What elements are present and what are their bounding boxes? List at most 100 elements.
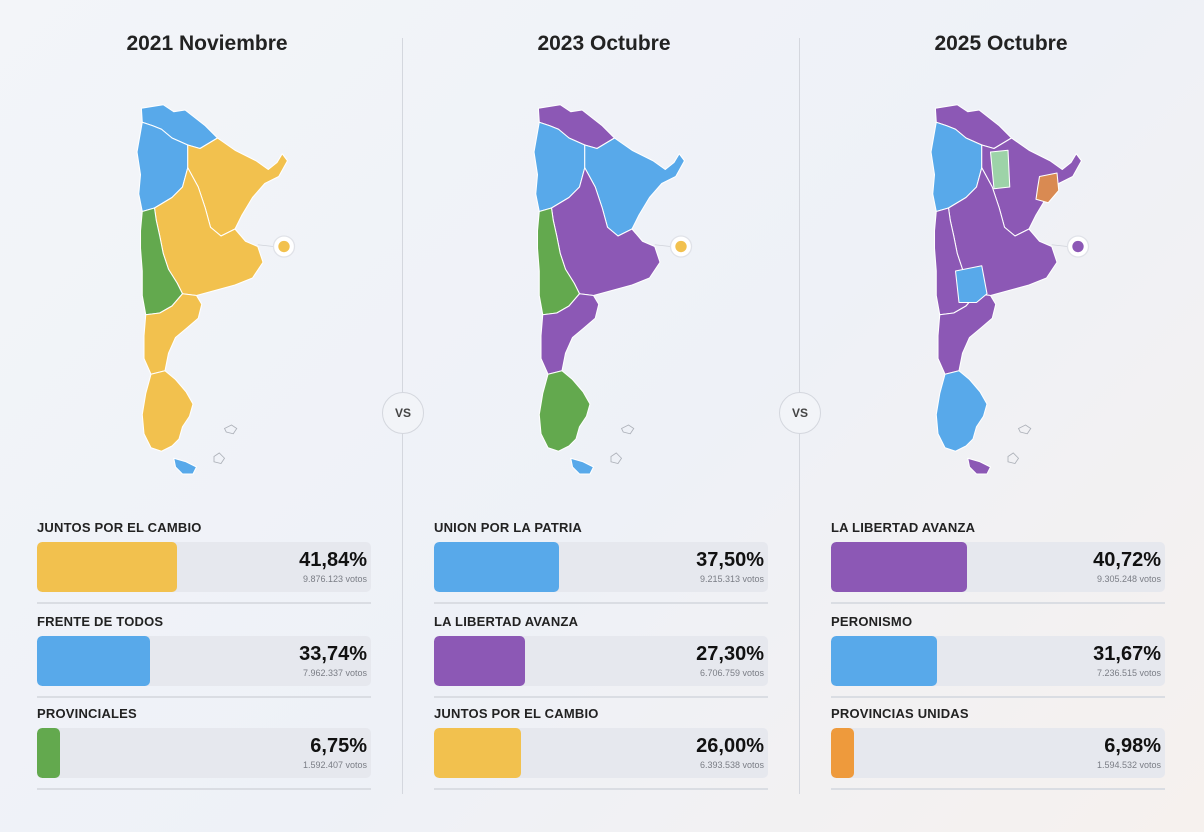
result-row: PERONISMO 31,67% 7.236.515 votos (831, 614, 1165, 704)
map-region-la-pampa (954, 265, 988, 304)
caba-inset-region (278, 240, 290, 253)
result-percent: 6,75% (310, 735, 367, 757)
map-region-patagonia-south (538, 370, 591, 452)
result-bar-track (434, 636, 768, 686)
result-divider (37, 788, 371, 790)
malvinas-island (620, 424, 635, 435)
antarctic-island (213, 452, 226, 464)
party-name: PERONISMO (831, 614, 913, 629)
antarctic-island (1007, 452, 1020, 464)
result-divider (831, 788, 1165, 790)
malvinas-island (223, 424, 238, 435)
result-bar-track (831, 542, 1165, 592)
result-votes: 7.236.515 votos (1096, 668, 1161, 678)
party-name: LA LIBERTAD AVANZA (831, 520, 976, 535)
result-votes: 1.592.407 votos (302, 760, 367, 770)
result-row: JUNTOS POR EL CAMBIO 41,84% 9.876.123 voto… (37, 520, 371, 610)
result-bar-fill (831, 728, 855, 778)
result-bar-track (434, 542, 768, 592)
result-percent: 27,30% (696, 643, 764, 665)
argentina-map (896, 82, 1106, 502)
argentina-map-svg (533, 104, 693, 475)
map-region-corrientes (1035, 172, 1060, 204)
argentina-map (499, 82, 709, 502)
result-bar-fill (37, 542, 177, 592)
caba-inset-leader (257, 244, 274, 247)
map-region-santiago (989, 149, 1011, 190)
party-name: JUNTOS POR EL CAMBIO (37, 520, 202, 535)
result-divider (37, 602, 371, 604)
party-name: UNION POR LA PATRIA (434, 520, 582, 535)
election-title: 2021 Noviembre (126, 32, 288, 55)
result-divider (434, 788, 768, 790)
result-bar-track (37, 728, 371, 778)
result-bar-track (831, 636, 1165, 686)
election-column-2023: 2023 Octubre UNION POR LA PATRIA 37,50% 9.… (434, 0, 774, 832)
result-divider (831, 602, 1165, 604)
result-bar-track (434, 728, 768, 778)
election-column-2025: 2025 Octubre LA LIBERTAD AVANZA 40,72% 9.3… (831, 0, 1171, 832)
result-row: PROVINCIAS UNIDAS 6,98% 1.594.532 votos (831, 706, 1165, 796)
result-bar-fill (37, 728, 60, 778)
result-divider (831, 696, 1165, 698)
result-percent: 31,67% (1093, 643, 1161, 665)
result-divider (434, 602, 768, 604)
result-row: PROVINCIALES 6,75% 1.592.407 votos (37, 706, 371, 796)
vs-badge: VS (382, 392, 424, 434)
result-percent: 6,98% (1104, 735, 1161, 757)
map-region-patagonia-south (935, 370, 988, 452)
map-region-patagonia-north (143, 293, 203, 375)
party-name: PROVINCIAS UNIDAS (831, 706, 969, 721)
result-bar-fill (434, 636, 526, 686)
result-bar-fill (37, 636, 150, 686)
result-votes: 9.215.313 votos (699, 574, 764, 584)
result-bar-track (37, 636, 371, 686)
result-bar-track (831, 728, 1165, 778)
result-bar-fill (434, 542, 560, 592)
result-votes: 6.706.759 votos (699, 668, 764, 678)
map-region-patagonia-north (540, 293, 600, 375)
election-column-2021: 2021 Noviembre JUNTOS POR EL CAMBIO 41,84… (37, 0, 377, 832)
caba-inset-region (1072, 240, 1084, 253)
vs-badge: VS (779, 392, 821, 434)
result-bar-track (37, 542, 371, 592)
party-name: JUNTOS POR EL CAMBIO (434, 706, 599, 721)
result-votes: 1.594.532 votos (1096, 760, 1161, 770)
antarctic-island (610, 452, 623, 464)
party-name: PROVINCIALES (37, 706, 137, 721)
result-divider (434, 696, 768, 698)
result-votes: 9.305.248 votos (1096, 574, 1161, 584)
map-region-tierra-del-fuego (173, 457, 198, 475)
result-row: JUNTOS POR EL CAMBIO 26,00% 6.393.538 voto… (434, 706, 768, 796)
argentina-map (102, 82, 312, 502)
result-bar-fill (831, 636, 937, 686)
result-percent: 41,84% (299, 549, 367, 571)
result-votes: 6.393.538 votos (699, 760, 764, 770)
map-region-patagonia-south (141, 370, 194, 452)
election-title: 2025 Octubre (934, 32, 1068, 55)
election-title: 2023 Octubre (537, 32, 671, 55)
result-percent: 33,74% (299, 643, 367, 665)
result-votes: 7.962.337 votos (302, 668, 367, 678)
result-divider (37, 696, 371, 698)
result-percent: 37,50% (696, 549, 764, 571)
result-percent: 26,00% (696, 735, 764, 757)
caba-inset-region (675, 240, 687, 253)
result-bar-fill (434, 728, 521, 778)
party-name: LA LIBERTAD AVANZA (434, 614, 579, 629)
map-region-tierra-del-fuego (967, 457, 992, 475)
caba-inset-leader (654, 244, 671, 247)
result-row: FRENTE DE TODOS 33,74% 7.962.337 votos (37, 614, 371, 704)
party-name: FRENTE DE TODOS (37, 614, 164, 629)
result-row: UNION POR LA PATRIA 37,50% 9.215.313 votos (434, 520, 768, 610)
malvinas-island (1017, 424, 1032, 435)
result-row: LA LIBERTAD AVANZA 40,72% 9.305.248 votos (831, 520, 1165, 610)
result-row: LA LIBERTAD AVANZA 27,30% 6.706.759 votos (434, 614, 768, 704)
map-region-tierra-del-fuego (570, 457, 595, 475)
argentina-map-svg (930, 104, 1090, 475)
caba-inset-leader (1051, 244, 1068, 247)
result-bar-fill (831, 542, 967, 592)
result-votes: 9.876.123 votos (302, 574, 367, 584)
argentina-map-svg (136, 104, 296, 475)
result-percent: 40,72% (1093, 549, 1161, 571)
